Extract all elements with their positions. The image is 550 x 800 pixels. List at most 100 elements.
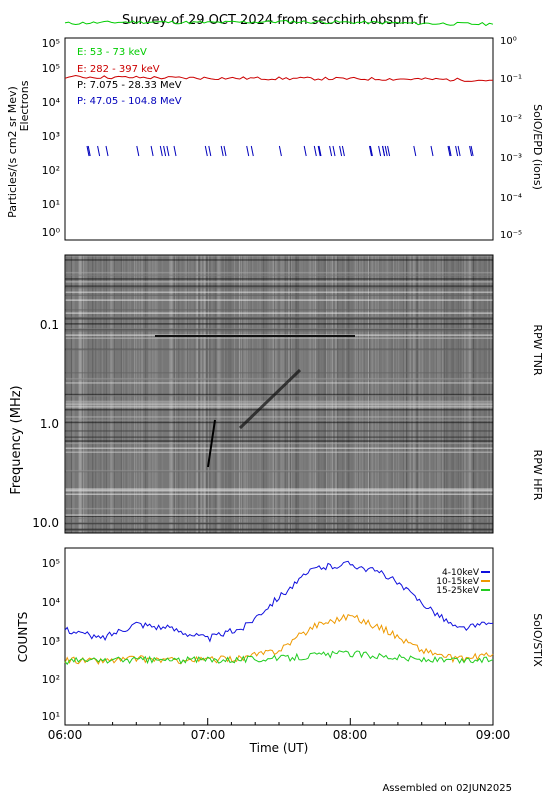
x-tick-0800: 08:00 [333, 728, 368, 742]
epd-proton-spike [317, 145, 321, 157]
stix-right-label: SolO/STIX [531, 613, 544, 667]
epd-y2-tick: 10⁻⁴ [500, 193, 522, 204]
stix-legend: 4-10keV 10-15keV 15-25keV [436, 568, 490, 596]
epd-proton-spike [448, 145, 452, 157]
legend-e-high: E: 282 - 397 keV [77, 64, 160, 75]
spectrogram-band [65, 409, 493, 411]
legend-p-low: P: 7.075 - 28.33 MeV [77, 80, 182, 91]
spectrogram-band [65, 285, 493, 287]
rpw-tnr-label: RPW TNR [531, 324, 544, 376]
x-tick-0700: 07:00 [191, 728, 226, 742]
epd-proton-spike [369, 145, 373, 157]
spectrogram-band [65, 470, 493, 473]
epd-proton-spike [413, 145, 417, 157]
spectrogram-band [65, 382, 493, 384]
spectrogram-band [65, 255, 493, 257]
epd-proton-spike [378, 145, 382, 157]
assembled-footer: Assembled on 02JUN2025 [382, 783, 512, 794]
spectrogram-band [65, 328, 493, 331]
spectrogram-panel: 0.1 1.0 10.0 Frequency (MHz) RPW TNR RPW… [9, 254, 544, 534]
spectrogram-band [65, 278, 493, 280]
spectrogram-band [65, 469, 493, 472]
spectrogram-band [65, 507, 493, 510]
spectrogram-band [65, 419, 493, 422]
epd-y-tick: 10³ [42, 130, 60, 143]
epd-proton-spike [173, 145, 177, 157]
stix-series-line [64, 613, 494, 666]
epd-y-tick: 10⁵ [42, 62, 60, 75]
epd-proton-spike [369, 145, 372, 157]
spectrogram-band [65, 515, 493, 517]
epd-proton-spike [387, 145, 391, 157]
spectrogram-band [65, 294, 493, 296]
epd-proton-spike [87, 145, 91, 157]
epd-y-tick: 10¹ [42, 198, 60, 211]
x-tick-0900: 09:00 [476, 728, 511, 742]
stix-series-line [64, 650, 494, 666]
figure-title: Survey of 29 OCT 2024 from secchirh.obsp… [122, 13, 429, 28]
epd-right-axis: 10⁻⁵ 10⁻⁴ 10⁻³ 10⁻² 10⁻¹ 10⁰ [500, 36, 522, 241]
epd-series-group [64, 19, 494, 157]
freq-tick-1.0: 1.0 [40, 417, 59, 431]
spectrogram-band [65, 517, 493, 520]
spectrogram-band [65, 323, 493, 325]
legend-p-high: P: 47.05 - 104.8 MeV [77, 96, 182, 107]
epd-proton-spike [457, 145, 461, 157]
epd-y2-tick: 10⁻³ [500, 153, 522, 164]
epd-series-line [64, 19, 494, 27]
x-axis-label: Time (UT) [249, 741, 309, 755]
spectrogram-texture [65, 255, 494, 533]
spectrogram-band [65, 291, 493, 293]
epd-proton-spike [313, 145, 317, 157]
stix-y-tick: 10² [42, 673, 60, 686]
epd-series-line [64, 74, 493, 82]
spectrogram-band [65, 436, 493, 438]
freq-tick-10.0: 10.0 [32, 516, 59, 530]
epd-proton-spike [86, 145, 90, 157]
spectrogram-band [65, 416, 493, 418]
epd-proton-spike [469, 145, 473, 157]
spectrogram-band [65, 377, 493, 380]
spectrogram-band [65, 447, 493, 449]
spectrogram-band [65, 286, 493, 289]
epd-proton-spike [329, 145, 333, 157]
epd-proton-spike [159, 145, 163, 157]
epd-proton-spike [163, 145, 167, 157]
epd-proton-spike [332, 145, 336, 157]
stix-y-tick: 10⁴ [42, 596, 61, 609]
freq-y-label: Frequency (MHz) [9, 385, 24, 494]
epd-proton-spike [220, 145, 224, 157]
spectrogram-band [65, 522, 493, 525]
spectrogram-band [65, 489, 493, 492]
radio-burst [238, 368, 302, 430]
spectrogram-band [65, 488, 493, 490]
spectrogram-band [65, 318, 493, 320]
stix-legend-label: 4-10keV [442, 568, 480, 578]
epd-proton-spike [447, 145, 451, 157]
spectrogram-band [65, 372, 493, 374]
stix-panel: 10¹ 10² 10³ 10⁴ 10⁵ COUNTS SolO/STIX 4-1… [16, 547, 544, 755]
epd-panel: 10⁰ 10¹ 10² 10³ 10⁴ 10⁵ 10⁵ 10⁻⁵ 10⁻⁴ 10… [6, 19, 544, 241]
epd-proton-spike [208, 145, 212, 157]
epd-proton-spike [250, 145, 254, 157]
spectrogram-band [65, 400, 493, 403]
epd-y2-tick: 10⁰ [500, 36, 517, 47]
spectrogram-band [65, 421, 493, 424]
epd-left-axis: 10⁰ 10¹ 10² 10³ 10⁴ 10⁵ 10⁵ [42, 37, 61, 239]
x-tick-0600: 06:00 [48, 728, 83, 742]
spectrogram-band [65, 330, 493, 332]
spectrogram-band [65, 493, 493, 495]
spectrogram-band [65, 406, 493, 408]
spectrogram-band [65, 395, 493, 397]
epd-y-tick: 10⁴ [42, 96, 61, 109]
spectrogram-band [65, 393, 493, 396]
stix-y-tick: 10¹ [42, 710, 60, 723]
spectrogram-band [65, 349, 493, 351]
epd-y-label: Particles/(s cm2 sr Mev) [6, 86, 19, 218]
epd-proton-spike [105, 145, 109, 157]
spectrogram-band [65, 430, 493, 432]
spectrogram-band [65, 378, 493, 381]
epd-legend: E: 53 - 73 keV E: 282 - 397 keV P: 7.075… [77, 47, 182, 107]
epd-y-tick: 10² [42, 164, 60, 177]
